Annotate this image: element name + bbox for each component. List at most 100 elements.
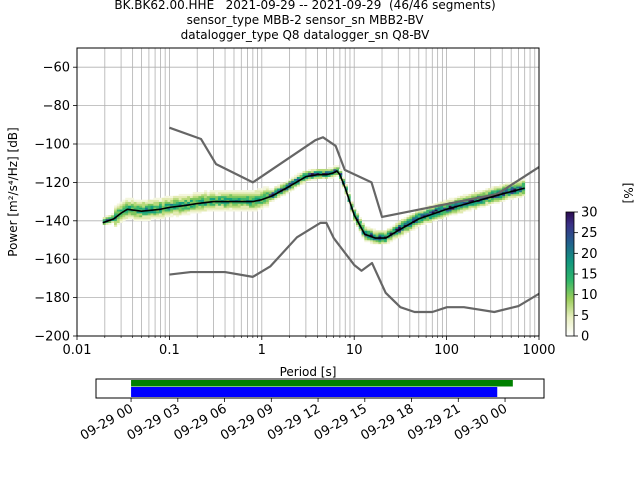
density-cell	[218, 207, 222, 210]
density-cell	[139, 199, 143, 202]
density-cell	[218, 192, 222, 195]
density-cell	[462, 195, 467, 199]
density-cell	[246, 201, 250, 204]
density-cell	[381, 241, 385, 245]
density-cell	[308, 168, 312, 172]
density-cell	[429, 209, 433, 212]
density-cell	[372, 234, 376, 237]
density-cell	[181, 197, 185, 200]
density-cell	[448, 209, 452, 212]
density-cell	[246, 207, 250, 210]
density-cell	[474, 195, 478, 199]
density-cell	[350, 203, 354, 206]
density-cell	[316, 176, 320, 179]
density-cell	[122, 213, 126, 216]
density-cell	[474, 203, 478, 206]
density-cell	[116, 216, 121, 220]
density-cell	[136, 203, 140, 206]
density-cell	[173, 211, 177, 214]
y-tick-label: −140	[34, 214, 70, 229]
density-cell	[159, 205, 163, 208]
density-cell	[246, 195, 250, 199]
density-cell	[223, 209, 227, 212]
density-cell	[268, 197, 272, 200]
density-cell	[164, 215, 168, 218]
density-cell	[263, 188, 267, 191]
density-cell	[341, 178, 346, 181]
density-cell	[437, 216, 441, 220]
density-cell	[114, 215, 118, 218]
density-cell	[189, 207, 194, 210]
density-cell	[434, 218, 438, 222]
y-tick-label: −160	[34, 253, 70, 268]
density-cell	[128, 203, 132, 206]
density-cell	[324, 170, 329, 174]
density-cell	[218, 195, 222, 199]
density-cell	[187, 209, 191, 212]
density-cell	[499, 199, 503, 202]
density-cell	[201, 193, 205, 197]
density-cell	[381, 238, 385, 241]
density-cell	[164, 209, 168, 212]
density-cell	[347, 192, 351, 195]
density-cell	[254, 193, 258, 197]
density-cell	[167, 195, 171, 199]
density-cell	[240, 205, 244, 208]
density-cell	[339, 170, 343, 174]
density-cell	[308, 178, 312, 181]
x-tick-label: 1	[258, 343, 266, 358]
density-cell	[144, 213, 149, 216]
density-cell	[167, 211, 171, 214]
density-cell	[429, 211, 433, 214]
density-cell	[234, 201, 239, 204]
density-cell	[249, 199, 253, 202]
density-cell	[313, 176, 317, 179]
density-cell	[400, 222, 405, 225]
density-cell	[454, 211, 458, 214]
density-cell	[479, 193, 483, 197]
density-cell	[195, 201, 199, 204]
density-cell	[465, 193, 469, 197]
density-cell	[220, 197, 225, 200]
density-cell	[192, 207, 196, 210]
density-cell	[212, 207, 216, 210]
density-cell	[493, 201, 497, 204]
density-cell	[240, 203, 244, 206]
density-cell	[215, 192, 219, 195]
density-cell	[128, 201, 132, 204]
new-low-noise-model-curve	[169, 221, 539, 314]
density-cell	[156, 213, 160, 216]
density-cell	[336, 168, 340, 172]
density-cell	[400, 232, 405, 235]
density-cell	[333, 168, 337, 172]
density-cell	[175, 215, 180, 218]
density-cell	[240, 192, 244, 195]
density-cell	[440, 211, 444, 214]
density-cell	[378, 240, 382, 243]
timeline-tick-label: 09-29 03	[125, 401, 183, 443]
density-cell	[454, 199, 458, 202]
density-cell	[406, 220, 410, 224]
density-cell	[403, 230, 407, 233]
density-cell	[181, 205, 185, 208]
density-cell	[505, 195, 509, 199]
density-cell	[240, 201, 244, 204]
density-cell	[226, 209, 230, 212]
density-cell	[254, 201, 258, 204]
density-cell	[502, 197, 506, 200]
density-cell	[485, 190, 489, 193]
density-cell	[372, 232, 376, 235]
density-cell	[229, 192, 233, 195]
density-cell	[414, 215, 419, 218]
density-cell	[485, 201, 489, 204]
chart-title-line-2: sensor_type MBB-2 sensor_sn MBB2-BV	[186, 13, 424, 27]
density-cell	[175, 201, 180, 204]
density-cell	[519, 180, 523, 183]
density-cell	[119, 207, 123, 210]
density-cell	[147, 207, 151, 210]
density-cell	[175, 207, 180, 210]
density-cell	[156, 205, 160, 208]
density-cell	[136, 207, 140, 210]
density-cell	[471, 207, 475, 210]
